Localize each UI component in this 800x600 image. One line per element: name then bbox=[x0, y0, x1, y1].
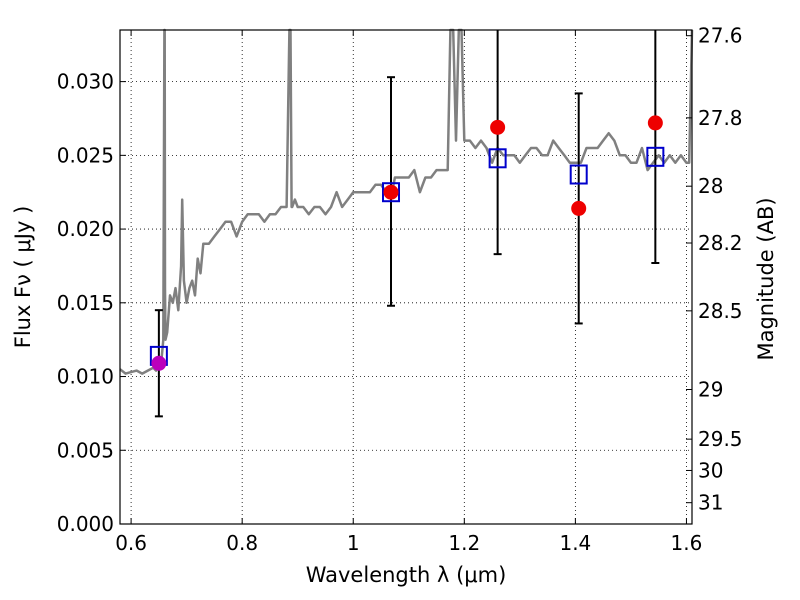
axis-ticks: 0.6 0.8 1 1.2 1.4 1.6 0.000 0.005 0.010 0.015 0.02… bbox=[57, 24, 743, 555]
right-y-axis-label: Magnitude (AB) bbox=[754, 197, 778, 360]
y2-tick-label: 27.6 bbox=[698, 24, 743, 48]
measurement-point bbox=[151, 355, 167, 371]
y2-tick-label: 29.5 bbox=[698, 427, 743, 451]
y-tick-label: 0.015 bbox=[57, 291, 114, 315]
measurement-point bbox=[383, 184, 399, 200]
y2-tick-label: 28.2 bbox=[698, 231, 743, 255]
y2-tick-label: 29 bbox=[698, 378, 723, 402]
error-bars bbox=[154, 30, 660, 418]
y-tick-label: 0.010 bbox=[57, 365, 114, 389]
measurement-point bbox=[647, 115, 663, 131]
y2-tick-label: 28 bbox=[698, 174, 723, 198]
y-tick-label: 0.020 bbox=[57, 217, 114, 241]
grid-lines bbox=[120, 30, 692, 525]
x-tick-label: 1.6 bbox=[671, 531, 703, 555]
x-tick-label: 1 bbox=[347, 531, 360, 555]
spectrum-line bbox=[119, 28, 694, 375]
measurement-point bbox=[571, 200, 587, 216]
x-tick-label: 1.2 bbox=[448, 531, 480, 555]
y2-tick-label: 31 bbox=[698, 491, 723, 515]
y2-tick-label: 28.5 bbox=[698, 299, 743, 323]
y-tick-label: 0.030 bbox=[57, 70, 114, 94]
x-tick-label: 1.4 bbox=[559, 531, 591, 555]
model-box bbox=[569, 164, 588, 185]
y-axis-label: Flux Fν ( μJy ) bbox=[11, 206, 35, 349]
model-box bbox=[646, 146, 665, 167]
y-tick-label: 0.005 bbox=[57, 438, 114, 462]
measurement-points bbox=[151, 115, 663, 371]
model-box bbox=[382, 182, 401, 203]
x-tick-label: 0.6 bbox=[115, 531, 147, 555]
y2-tick-label: 27.8 bbox=[698, 106, 743, 130]
plot-frame bbox=[119, 29, 693, 525]
y-tick-label: 0.025 bbox=[57, 143, 114, 167]
spectrum-series bbox=[119, 28, 694, 375]
model-box bbox=[488, 148, 507, 169]
y-tick-label: 0.000 bbox=[57, 512, 114, 536]
x-tick-label: 0.8 bbox=[226, 531, 258, 555]
y2-tick-label: 30 bbox=[698, 458, 723, 482]
model-boxes bbox=[149, 146, 665, 366]
measurement-point bbox=[490, 119, 506, 135]
x-axis-label: Wavelength λ (μm) bbox=[306, 563, 507, 587]
